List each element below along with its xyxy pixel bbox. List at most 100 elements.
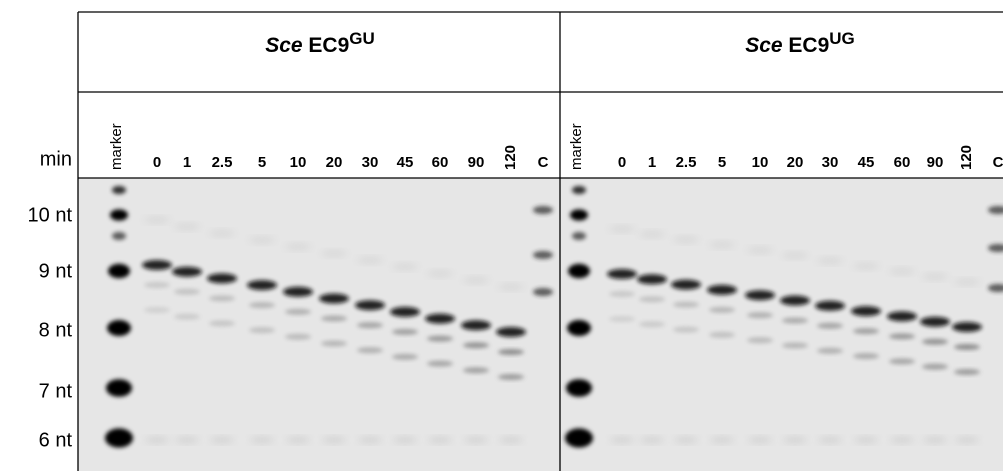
main-band	[496, 327, 526, 337]
product-band	[392, 329, 418, 335]
product-band	[747, 312, 773, 318]
row-label: 7 nt	[39, 380, 73, 402]
figure: Sce EC9GU Sce EC9UG min10 nt9 nt8 nt7 nt…	[0, 0, 1003, 471]
faint-band	[322, 437, 346, 443]
faint-band	[710, 437, 734, 443]
product-band	[709, 332, 735, 338]
main-band	[172, 267, 202, 277]
faint-band	[499, 437, 523, 443]
faint-band	[890, 437, 914, 443]
marker-band	[570, 209, 588, 220]
construct: EC9	[308, 34, 349, 57]
lane-label: 30	[362, 154, 379, 171]
marker-band	[105, 428, 133, 447]
product-band	[954, 369, 980, 375]
product-band	[144, 307, 170, 313]
faint-band	[854, 437, 878, 443]
faint-band	[923, 437, 947, 443]
product-band	[853, 328, 879, 334]
lane-label: 2.5	[676, 154, 697, 171]
product-band	[817, 323, 843, 329]
product-band	[639, 296, 665, 302]
faint-band	[782, 253, 808, 259]
product-band	[889, 358, 915, 364]
product-band	[673, 327, 699, 333]
species: Sce	[745, 34, 783, 57]
lane-label: 20	[787, 154, 804, 171]
product-band	[285, 309, 311, 315]
main-band	[142, 260, 172, 270]
lane-label: 1	[183, 154, 191, 171]
row-label: 10 nt	[28, 204, 73, 226]
faint-band	[357, 257, 383, 263]
faint-band	[639, 231, 665, 237]
construct: EC9	[788, 34, 829, 57]
faint-band	[709, 242, 735, 248]
faint-band	[748, 437, 772, 443]
faint-band	[783, 437, 807, 443]
faint-band	[954, 279, 980, 285]
lane-label: 10	[752, 154, 769, 171]
lane-label: 10	[290, 154, 307, 171]
lane-label: 60	[894, 154, 911, 171]
lane-label: 0	[153, 154, 161, 171]
main-band	[815, 301, 845, 311]
lane-label: 2.5	[212, 154, 233, 171]
product-band	[321, 316, 347, 322]
superscript: GU	[349, 29, 375, 48]
product-band	[922, 339, 948, 345]
main-band	[283, 287, 313, 297]
lane-label: 60	[432, 154, 449, 171]
faint-band	[817, 258, 843, 264]
marker-band	[567, 320, 591, 336]
lane-label: 45	[397, 154, 414, 171]
lane-label: 20	[326, 154, 343, 171]
row-label: 8 nt	[39, 319, 73, 341]
main-band	[607, 269, 637, 279]
product-band	[498, 349, 524, 355]
marker-band	[572, 186, 586, 194]
main-band	[637, 274, 667, 284]
product-band	[817, 348, 843, 354]
faint-band	[463, 277, 489, 283]
row-label: 6 nt	[39, 429, 73, 451]
row-label: 9 nt	[39, 260, 73, 282]
main-band	[247, 280, 277, 290]
marker-band	[572, 232, 586, 240]
main-band	[319, 294, 349, 304]
lane-label: C	[993, 154, 1003, 171]
lane-label: 30	[822, 154, 839, 171]
product-band	[853, 353, 879, 359]
faint-band	[286, 437, 310, 443]
species: Sce	[265, 34, 303, 57]
faint-band	[955, 437, 979, 443]
superscript: UG	[829, 29, 855, 48]
product-band	[321, 341, 347, 347]
product-band	[609, 316, 635, 322]
product-band	[609, 291, 635, 297]
faint-band	[818, 437, 842, 443]
marker-band	[106, 379, 132, 397]
main-band	[952, 322, 982, 332]
lane-label: 120	[502, 145, 519, 170]
main-band	[780, 296, 810, 306]
control-band	[533, 206, 553, 214]
lane-label: marker	[108, 123, 125, 170]
lane-label: 5	[718, 154, 726, 171]
faint-band	[673, 237, 699, 243]
product-band	[285, 334, 311, 340]
faint-band	[249, 237, 275, 243]
page: {"header":{"row_labels":["min","10 nt","…	[0, 0, 1003, 471]
product-band	[357, 322, 383, 328]
main-band	[671, 280, 701, 290]
product-band	[427, 361, 453, 367]
faint-band	[250, 437, 274, 443]
main-band	[887, 311, 917, 321]
product-band	[174, 289, 200, 295]
faint-band	[285, 244, 311, 250]
faint-band	[609, 226, 635, 232]
faint-band	[175, 437, 199, 443]
lane-label: C	[538, 154, 549, 171]
product-band	[357, 347, 383, 353]
product-band	[954, 344, 980, 350]
